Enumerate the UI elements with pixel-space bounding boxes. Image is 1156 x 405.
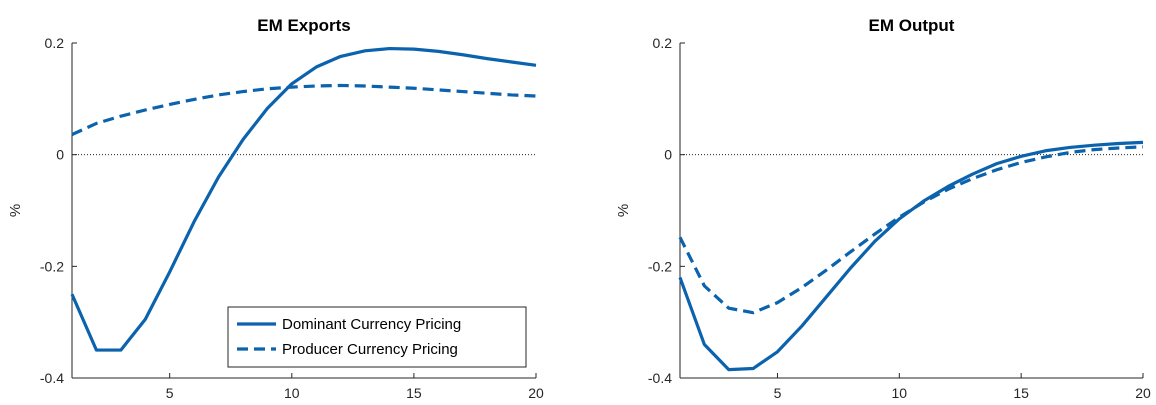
- y-tick-label: 0.2: [653, 35, 673, 51]
- y-axis-label: %: [615, 204, 632, 217]
- series-line-dominant-currency-pricing: [70, 46, 537, 352]
- y-tick-label: 0.2: [45, 35, 65, 51]
- series-line-producer-currency-pricing: [71, 83, 537, 137]
- x-tick-label: 15: [406, 385, 422, 401]
- series-line-dominant-currency-pricing: [678, 140, 1144, 372]
- legend-label: Producer Currency Pricing: [282, 341, 458, 358]
- y-tick-label: -0.2: [648, 258, 672, 274]
- y-tick-label: 0: [56, 147, 64, 163]
- x-tick-label: 10: [284, 385, 300, 401]
- x-tick-label: 20: [528, 385, 544, 401]
- x-tick-label: 5: [166, 385, 174, 401]
- y-tick-label: -0.2: [40, 258, 64, 274]
- series-line-producer-currency-pricing: [678, 145, 1144, 315]
- y-tick-label: -0.4: [40, 370, 64, 386]
- x-tick-label: 15: [1013, 385, 1029, 401]
- legend-label: Dominant Currency Pricing: [282, 316, 461, 333]
- legend-box: [227, 306, 527, 368]
- x-tick-label: 20: [1135, 385, 1151, 401]
- chart-panel-1: 5 10 15 20 -0.4 -0.2 0 0.2 EM Exports% Dominant C…: [7, 16, 544, 401]
- x-tick-label: 5: [774, 385, 782, 401]
- chart-title: EM Output: [869, 16, 955, 35]
- y-tick-label: -0.4: [648, 370, 672, 386]
- x-tick-label: 10: [892, 385, 908, 401]
- y-tick-label: 0: [664, 147, 672, 163]
- chart-title: EM Exports: [257, 16, 351, 35]
- y-axis-label: %: [7, 204, 24, 217]
- legend: Dominant Currency Pricing Producer Curren…: [227, 306, 527, 368]
- chart-panel-2: 5 10 15 20 -0.4 -0.2 0 0.2 EM Output%: [615, 16, 1151, 401]
